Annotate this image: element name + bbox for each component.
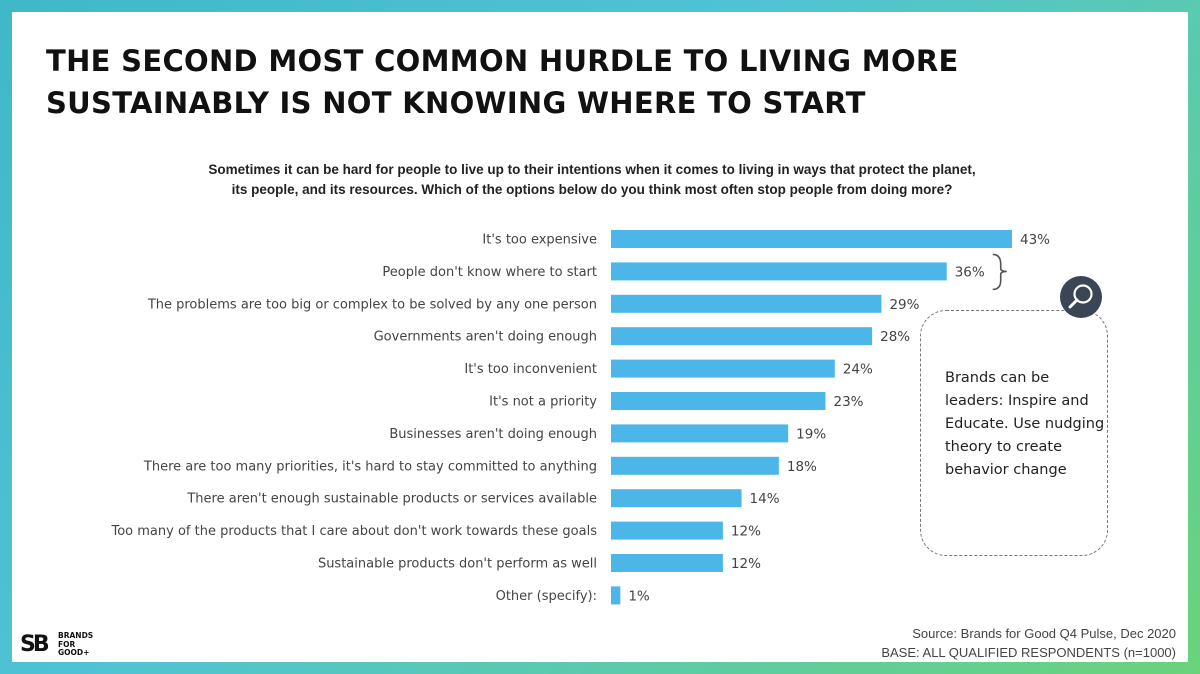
category-label: People don't know where to start (382, 265, 597, 280)
bar (611, 456, 779, 475)
value-label: 43% (1020, 232, 1050, 248)
category-label: Sustainable products don't perform as we… (318, 557, 597, 572)
bar-chart: It's too expensive 43% People don't know w… (110, 230, 1050, 605)
base-line: BASE: ALL QUALIFIED RESPONDENTS (n=1000) (881, 645, 1176, 660)
slide: THE SECOND MOST COMMON HURDLE TO LIVING … (12, 12, 1188, 662)
category-label: There are too many priorities, it's hard… (143, 459, 597, 474)
brands-for-good-logo: SB BRANDS FOR GOOD+ (20, 630, 120, 662)
value-label: 12% (731, 524, 761, 540)
headline-line-1: THE SECOND MOST COMMON HURDLE TO LIVING … (46, 44, 959, 78)
category-label: It's too inconvenient (464, 362, 597, 377)
bar (611, 521, 723, 540)
value-label: 1% (628, 588, 650, 604)
bar (611, 424, 789, 443)
logo-line-2: FOR (58, 639, 76, 649)
value-label: 19% (796, 426, 826, 442)
bar (611, 489, 742, 508)
callout-box: Brands can be leaders: Inspire and Educa… (920, 310, 1108, 556)
value-label: 18% (787, 459, 817, 475)
value-label: 36% (955, 264, 985, 280)
question-line-2: its people, and its resources. Which of … (231, 182, 953, 197)
search-icon (1060, 276, 1102, 318)
bar (611, 586, 621, 605)
source-line: Source: Brands for Good Q4 Pulse, Dec 20… (912, 626, 1176, 641)
bar (611, 359, 835, 378)
category-label: Businesses aren't doing enough (389, 427, 597, 442)
survey-question: Sometimes it can be hard for people to l… (152, 160, 1032, 200)
bar (611, 327, 873, 346)
value-label: 28% (880, 329, 910, 345)
bar (611, 554, 723, 572)
source-note: Source: Brands for Good Q4 Pulse, Dec 20… (881, 624, 1176, 662)
highlight-brace (992, 253, 1007, 291)
logo-mark: SB (20, 632, 50, 657)
value-label: 14% (750, 491, 780, 507)
logo-line-3: GOOD+ (58, 648, 90, 657)
logo-wordmark: BRANDS FOR GOOD+ (58, 631, 118, 658)
bar (611, 294, 882, 313)
question-line-1: Sometimes it can be hard for people to l… (208, 162, 976, 177)
value-label: 23% (833, 394, 863, 410)
value-label: 29% (889, 297, 919, 313)
bar (611, 230, 1012, 248)
category-label: The problems are too big or complex to b… (147, 297, 597, 312)
callout-text: Brands can be leaders: Inspire and Educa… (945, 370, 1105, 478)
category-label: It's not a priority (489, 395, 597, 410)
bar (611, 392, 826, 410)
category-label: Governments aren't doing enough (374, 330, 597, 345)
category-label: Too many of the products that I care abo… (110, 524, 597, 539)
logo-line-1: BRANDS (58, 631, 94, 640)
bar (611, 262, 947, 281)
category-label: There aren't enough sustainable products… (186, 492, 597, 507)
category-label: Other (specify): (496, 589, 597, 604)
value-label: 24% (843, 362, 873, 378)
category-label: It's too expensive (482, 233, 597, 248)
headline-line-2: SUSTAINABLY IS NOT KNOWING WHERE TO STAR… (46, 86, 866, 120)
value-label: 12% (731, 556, 761, 572)
headline: THE SECOND MOST COMMON HURDLE TO LIVING … (46, 40, 1046, 124)
